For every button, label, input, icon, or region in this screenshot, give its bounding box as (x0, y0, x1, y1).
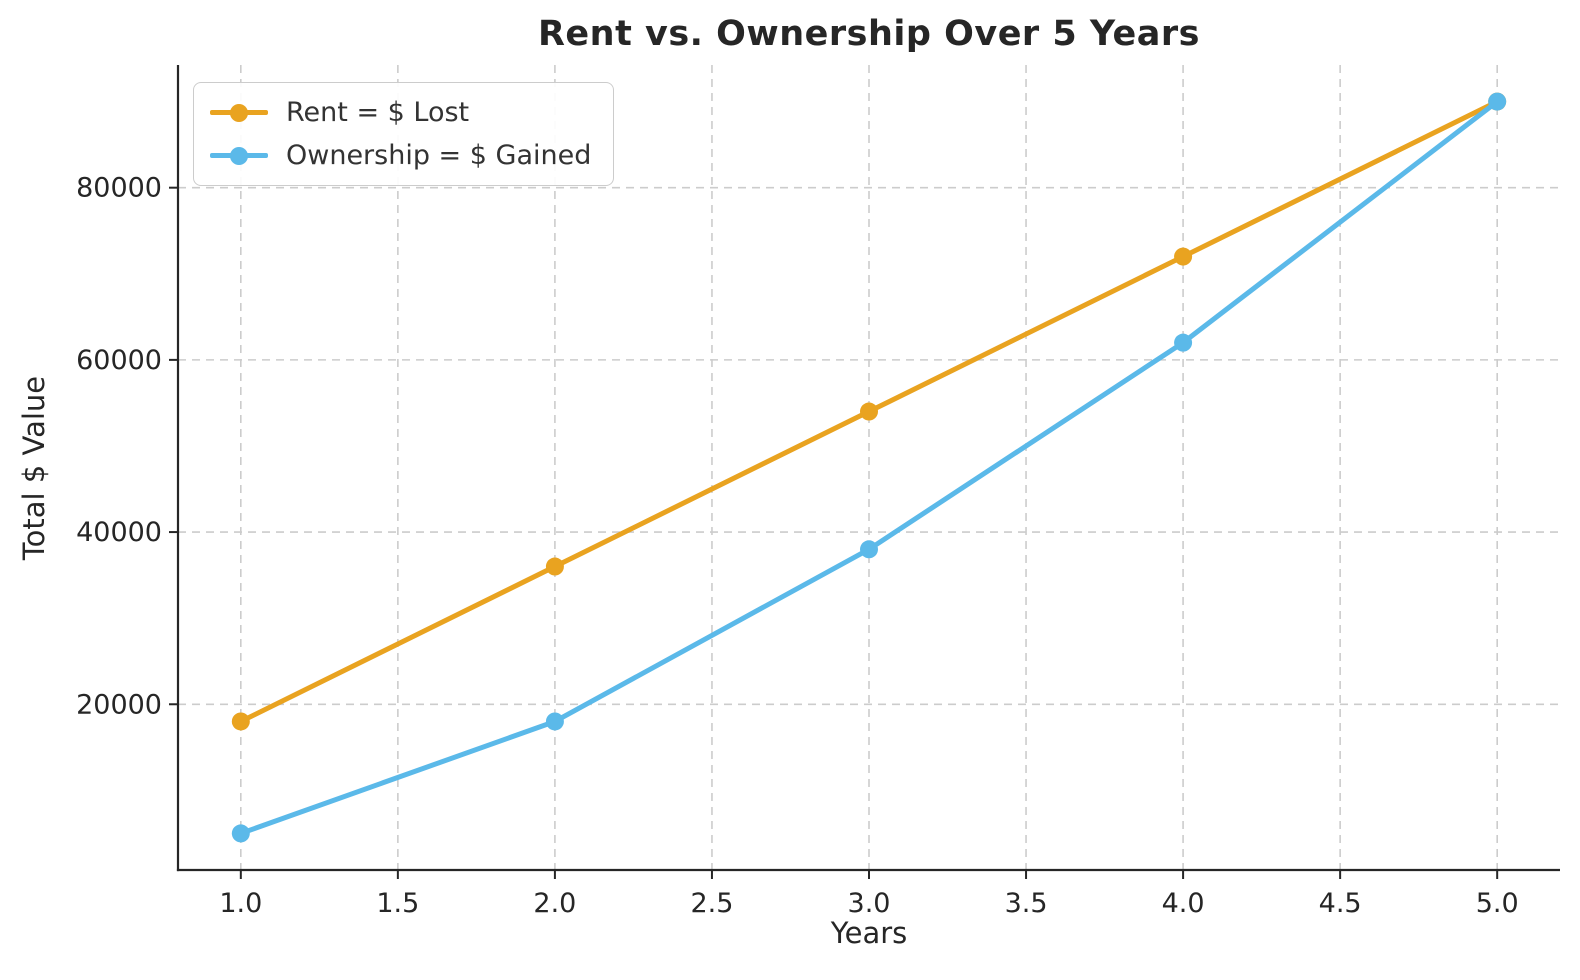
x-tick-label: 3.5 (1005, 888, 1048, 919)
x-tick-label: 3.0 (848, 888, 891, 919)
y-tick-label: 40000 (76, 517, 162, 548)
data-point-series-0 (1174, 247, 1193, 266)
ownership-line-swatch-icon (210, 146, 268, 166)
x-tick-label: 1.5 (376, 888, 419, 919)
y-tick-label: 20000 (76, 689, 162, 720)
data-point-series-1 (545, 712, 564, 731)
x-tick-label: 1.0 (219, 888, 262, 919)
data-point-series-1 (1488, 92, 1507, 111)
x-tick-label: 4.5 (1319, 888, 1362, 919)
legend-item-ownership: Ownership = $ Gained (210, 135, 591, 176)
x-tick-label: 2.0 (533, 888, 576, 919)
legend-label-rent: Rent = $ Lost (286, 97, 470, 128)
data-point-series-0 (860, 402, 878, 421)
rent-line-swatch-icon (210, 103, 268, 123)
data-point-series-1 (231, 824, 250, 843)
x-tick-label: 4.0 (1162, 888, 1205, 919)
x-tick-label: 2.5 (690, 888, 733, 919)
data-point-series-0 (545, 557, 564, 576)
data-point-series-0 (231, 712, 250, 731)
y-tick-label: 60000 (76, 345, 162, 376)
data-point-series-1 (860, 540, 878, 559)
x-tick-label: 5.0 (1476, 888, 1519, 919)
y-tick-label: 80000 (76, 173, 162, 204)
legend-item-rent: Rent = $ Lost (210, 92, 591, 133)
legend: Rent = $ Lost Ownership = $ Gained (193, 82, 615, 186)
chart-title: Rent vs. Ownership Over 5 Years (537, 14, 1200, 54)
legend-label-ownership: Ownership = $ Gained (286, 140, 592, 171)
data-point-series-1 (1174, 333, 1193, 352)
x-axis-label: Years (830, 916, 908, 950)
